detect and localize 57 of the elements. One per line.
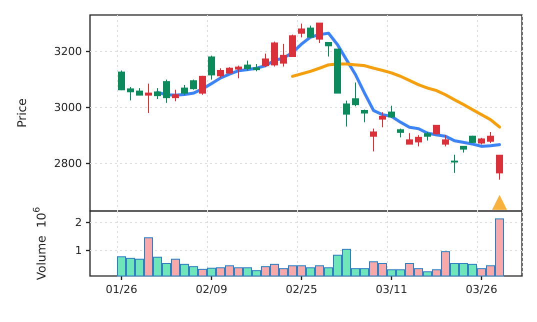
candlestick (325, 42, 332, 57)
candlestick (145, 83, 152, 114)
candlestick (163, 79, 170, 104)
candlestick (334, 48, 341, 94)
y-tick-label: 3000 (54, 100, 82, 114)
candlestick (127, 86, 134, 101)
candlestick (370, 128, 377, 152)
line-series (291, 62, 501, 128)
candlestick (244, 60, 251, 71)
candlestick (154, 88, 161, 100)
candlestick (487, 132, 494, 144)
candlestick (379, 112, 386, 128)
candlestick (406, 132, 413, 145)
y-tick-label: 2800 (54, 156, 82, 170)
candlestick (289, 34, 296, 58)
y-tick-label: 3200 (54, 44, 82, 58)
candlestick (262, 53, 269, 68)
candlestick (118, 70, 125, 91)
candlestick (478, 137, 485, 145)
candlestick (253, 64, 260, 72)
line-series (156, 32, 501, 148)
x-tick-label: 03/26 (466, 283, 498, 296)
y-axis-title: Volume 106 (32, 206, 48, 280)
candlestick (442, 134, 449, 147)
x-tick-label: 01/26 (106, 283, 138, 296)
candlestick (226, 66, 233, 74)
candlestick (424, 131, 431, 141)
candlestick (271, 41, 278, 68)
candlestick (136, 88, 143, 96)
candlestick (316, 22, 323, 44)
candlestick (298, 23, 305, 38)
candlestick (397, 128, 404, 138)
x-tick-label: 02/09 (196, 283, 228, 296)
candlestick (199, 75, 206, 96)
y-tick-label: 1 (75, 244, 82, 258)
y-axis-title: Price (15, 98, 29, 128)
candlestick (388, 105, 395, 119)
candlestick (235, 65, 242, 79)
candlestick (415, 134, 422, 147)
y-tick-label: 2 (75, 216, 82, 229)
candlestick (460, 146, 467, 153)
x-tick-label: 02/25 (286, 283, 318, 296)
candlestick (280, 43, 287, 68)
candlestick (496, 154, 503, 180)
candlestick (451, 154, 458, 174)
x-tick-label: 03/11 (376, 283, 408, 296)
candlestick (352, 82, 359, 107)
candlestick (217, 68, 224, 78)
candlestick (307, 25, 314, 38)
candlestick (343, 100, 350, 127)
candlestick (433, 124, 440, 136)
candlestick (172, 89, 179, 102)
candlestick (190, 79, 197, 90)
candlestick (181, 84, 188, 96)
candlestick (361, 109, 368, 123)
candlestick (208, 55, 215, 80)
candlestick (469, 135, 476, 144)
